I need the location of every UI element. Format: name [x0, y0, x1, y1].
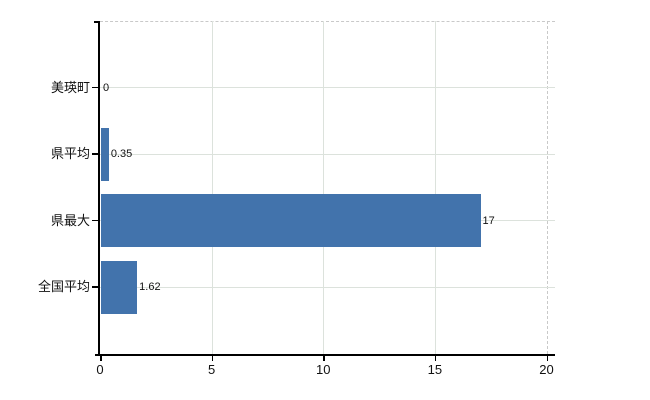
- bar-value-label: 0.35: [110, 148, 133, 161]
- y-axis-line: [98, 21, 100, 356]
- bar-value-label: 0: [103, 81, 110, 94]
- bar: [101, 194, 481, 248]
- x-axis-tick: [546, 356, 548, 361]
- y-axis-tick: [92, 86, 100, 89]
- y-axis-tick: [92, 153, 100, 155]
- x-axis-tick: [211, 356, 214, 361]
- category-label: 県最大: [50, 212, 90, 228]
- bar-value-label: 17: [482, 214, 495, 227]
- x-axis-line: [95, 354, 555, 356]
- plot-area-top-border: [100, 21, 555, 22]
- x-tick-label: 5: [208, 362, 216, 377]
- y-axis-tick: [92, 286, 100, 288]
- gridline-vertical-dashed: [546, 21, 548, 354]
- gridline-horizontal: [100, 153, 555, 155]
- y-axis-tick: [92, 219, 100, 222]
- category-label: 全国平均: [37, 279, 90, 295]
- gridline-horizontal: [100, 87, 555, 89]
- x-tick-label: 10: [316, 362, 331, 377]
- y-axis-top-tick: [94, 21, 100, 23]
- gridline-vertical: [211, 21, 213, 354]
- bar: [101, 260, 138, 314]
- bar-value-label: 1.62: [139, 281, 161, 294]
- x-axis-tick: [323, 356, 325, 361]
- x-tick-label: 0: [96, 362, 104, 377]
- x-axis-tick: [100, 356, 102, 361]
- category-label: 美瑛町: [50, 79, 90, 95]
- x-tick-label: 15: [427, 362, 443, 377]
- x-axis-tick: [434, 356, 437, 361]
- gridline-horizontal: [100, 286, 555, 288]
- gridline-vertical: [434, 21, 436, 354]
- bar: [101, 127, 109, 181]
- x-tick-label: 20: [539, 362, 554, 377]
- category-label: 県平均: [50, 146, 90, 162]
- gridline-vertical: [323, 21, 325, 354]
